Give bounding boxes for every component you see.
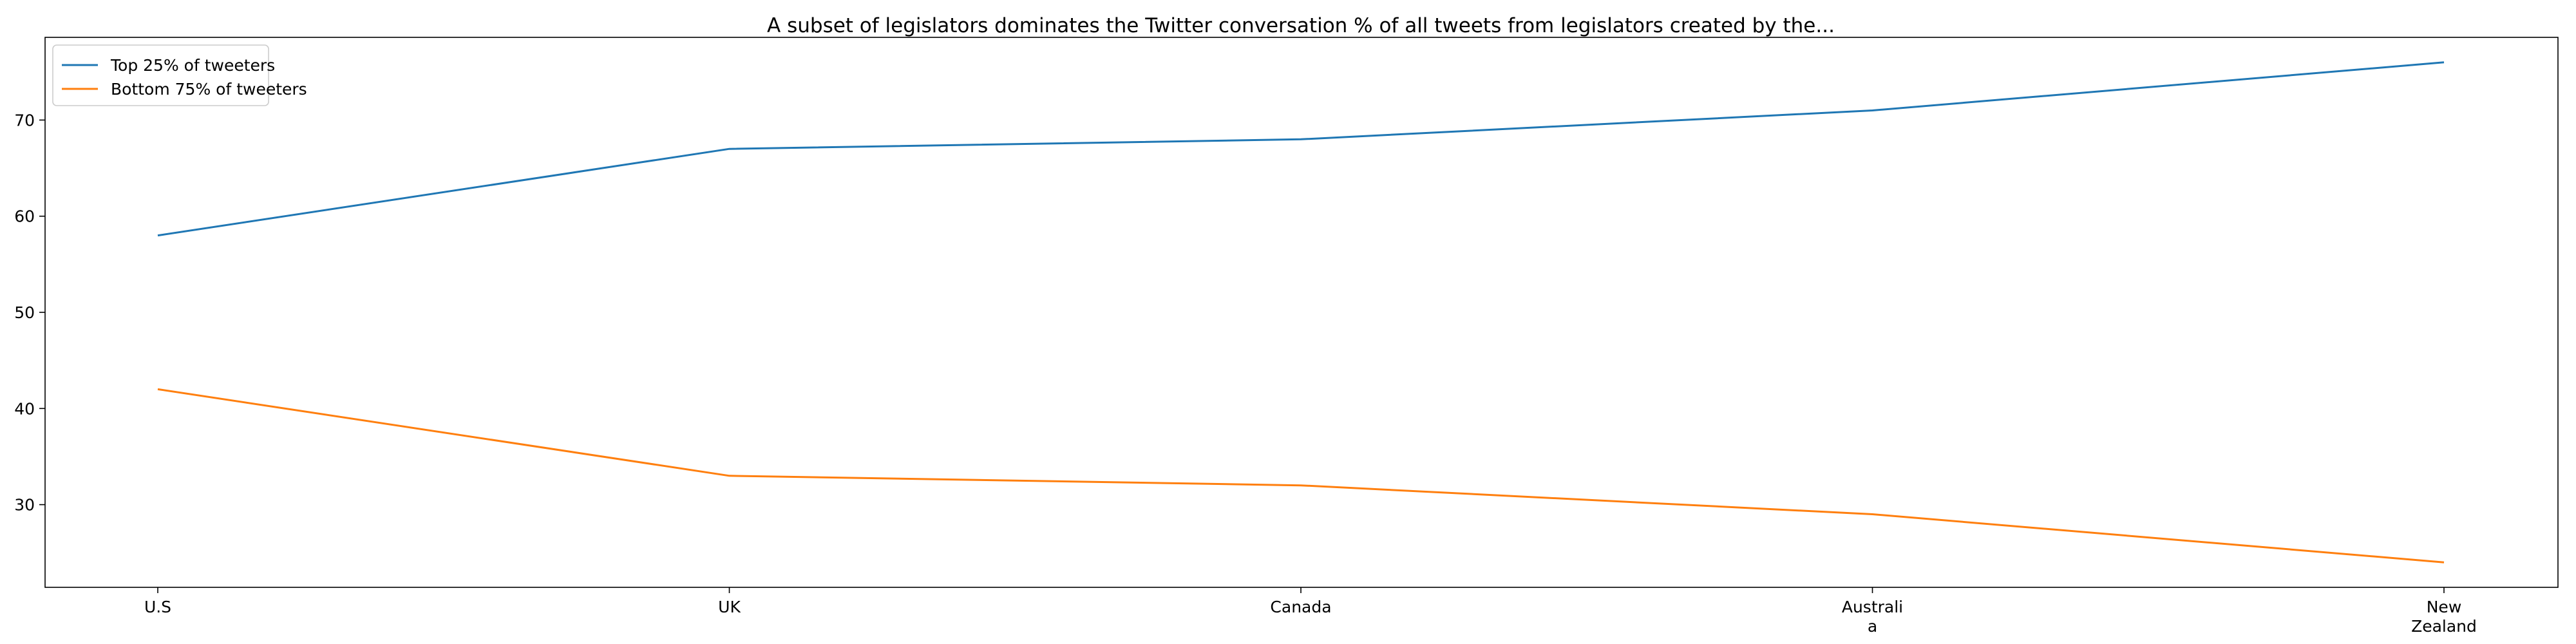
legend-box xyxy=(52,44,269,106)
y-tick-label: 70 xyxy=(14,111,35,129)
x-tick-label: New Zealand xyxy=(2411,598,2477,636)
legend-label: Top 25% of tweeters xyxy=(110,56,275,75)
y-tick-label: 40 xyxy=(14,399,35,418)
y-axis: 30 40 50 60 70 xyxy=(14,111,45,515)
y-tick-label: 60 xyxy=(14,207,35,226)
legend: Top 25% of tweeters Bottom 75% of tweeter… xyxy=(52,44,307,106)
series-line-bottom-75 xyxy=(157,388,2445,564)
legend-label: Bottom 75% of tweeters xyxy=(111,80,307,99)
x-tick-label: Canada xyxy=(1270,598,1331,616)
y-tick-label: 30 xyxy=(14,496,35,515)
x-axis: U.S UK Canada Australi a New Zealand xyxy=(144,587,2477,636)
x-tick-label: Australi a xyxy=(1842,598,1903,636)
x-tick-label: UK xyxy=(718,598,741,616)
x-tick-label: U.S xyxy=(144,598,171,616)
chart-title: A subset of legislators dominates the Tw… xyxy=(767,14,1835,37)
series-line-top-25 xyxy=(157,61,2445,237)
series-lines xyxy=(157,61,2445,564)
y-tick-label: 50 xyxy=(14,303,35,322)
